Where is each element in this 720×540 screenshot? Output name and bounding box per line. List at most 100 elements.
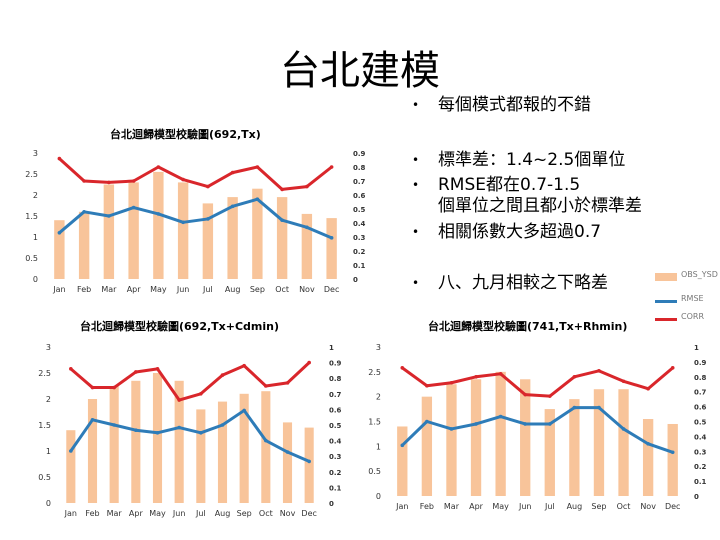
bullet-dot-icon: • (412, 153, 420, 167)
y2-tick-label: 0.7 (329, 391, 342, 399)
y2-tick-label: 0 (329, 500, 334, 508)
y-tick-label: 1.5 (38, 421, 51, 430)
y-tick-label: 2.5 (368, 368, 381, 377)
bar-obs-ysd (54, 220, 65, 279)
y-tick-label: 2 (46, 395, 51, 404)
bar-obs-ysd (667, 423, 678, 496)
y2-tick-label: 0 (694, 493, 699, 501)
line-corr (58, 157, 333, 191)
point-corr (255, 165, 260, 169)
bar-obs-ysd (87, 399, 98, 503)
x-tick-label: Feb (420, 502, 434, 511)
y-tick-label: 1 (376, 442, 381, 451)
chart-title-1: 台北迴歸模型校驗圖(692,Tx) (110, 128, 261, 141)
x-tick-label: Jul (202, 285, 213, 294)
point-corr (242, 363, 246, 368)
point-corr (134, 370, 138, 374)
y-tick-label: 0.5 (25, 254, 38, 263)
bullet-dot-icon: • (412, 225, 420, 239)
y-tick-label: 0 (46, 499, 51, 508)
x-tick-label: Jan (52, 285, 65, 294)
x-tick-label: Mar (101, 285, 117, 294)
x-tick-label: Feb (85, 509, 99, 518)
x-tick-label: Feb (77, 285, 91, 294)
y2-tick-label: 0.3 (329, 453, 342, 461)
point-rmse (547, 422, 552, 426)
bullet-dot-icon: • (412, 178, 420, 192)
point-rmse (621, 427, 626, 431)
point-rmse (57, 231, 62, 235)
y2-tick-label: 0.5 (329, 422, 342, 430)
bullet-4: • 相關係數大多超過0.7 (412, 222, 712, 244)
point-corr (572, 375, 577, 379)
y2-tick-label: 0.2 (329, 469, 342, 477)
point-rmse (597, 405, 601, 410)
x-tick-label: Oct (259, 509, 273, 518)
x-tick-label: Mar (107, 509, 123, 518)
x-tick-label: Nov (640, 502, 656, 511)
x-tick-label: Jul (195, 509, 206, 518)
x-tick-label: Aug (215, 509, 231, 518)
bar-obs-ysd (495, 371, 506, 496)
y2-tick-label: 0.9 (329, 360, 342, 368)
bar-obs-ysd (128, 182, 139, 279)
point-corr (498, 372, 503, 376)
x-tick-label: Jun (176, 285, 190, 294)
point-corr (156, 165, 161, 169)
bullet-5: • 八、九月相較之下略差 (412, 273, 652, 295)
point-corr (82, 179, 86, 183)
point-rmse (181, 220, 185, 225)
x-tick-label: May (492, 502, 509, 511)
point-rmse (646, 442, 650, 446)
bar-obs-ysd (131, 380, 141, 503)
x-tick-label: Nov (280, 509, 296, 518)
x-tick-label: Sep (237, 509, 252, 518)
bar-obs-ysd (282, 422, 293, 503)
bullet-1: • 每個模式都報的不錯 (412, 95, 712, 117)
point-corr (425, 383, 429, 388)
y-tick-label: 3 (46, 343, 51, 352)
point-rmse (264, 438, 268, 443)
bullet-text: 標準差：1.4~2.5個單位 (438, 150, 626, 170)
bullet-3: • RMSE都在0.7-1.5 個單位之間且都小於標準差 (412, 175, 712, 219)
chart-taipei-692-tx-cdmin: 0 0.5 1 1.5 2 2.5 3 0 0.1 0.2 0.3 0.4 0.5 0.6 0.7 0.8 0.… (38, 343, 342, 518)
point-rmse (307, 459, 311, 464)
bar-obs-ysd (421, 396, 433, 496)
y2-tick-label: 0.8 (353, 164, 366, 172)
y2-tick-label: 0.9 (353, 150, 366, 158)
point-rmse (199, 431, 203, 435)
bar-obs-ysd (593, 389, 605, 496)
x-tick-label: Sep (591, 502, 606, 511)
point-corr (199, 392, 203, 396)
y2-tick-label: 0.2 (353, 248, 366, 256)
y2-tick-label: 1 (329, 344, 334, 352)
y2-tick-label: 0.4 (329, 438, 342, 446)
bar-obs-ysd (326, 218, 337, 279)
point-corr (547, 394, 552, 398)
bar-obs-ysd (470, 379, 482, 496)
x-tick-label: Aug (567, 502, 583, 511)
legend-item-rmse: RMSE (655, 294, 720, 308)
chart-title-2: 台北迴歸模型校驗圖(692,Tx+Cdmin) (80, 320, 280, 333)
y-tick-label: 1 (33, 233, 38, 242)
y2-tick-label: 0.1 (694, 478, 707, 486)
y-tick-label: 1.5 (25, 212, 38, 221)
point-corr (112, 385, 116, 390)
point-rmse (280, 218, 284, 222)
x-tick-label: May (150, 285, 167, 294)
bar-obs-ysd (397, 426, 408, 496)
line-corr (69, 361, 311, 402)
bar-obs-ysd (103, 184, 115, 279)
slide-title: 台北建模 (280, 48, 440, 94)
x-tick-label: Oct (275, 285, 289, 294)
y-tick-label: 1.5 (368, 418, 381, 427)
point-rmse (400, 443, 405, 448)
y2-tick-label: 0.4 (353, 220, 366, 228)
y2-tick-label: 0.9 (694, 359, 707, 367)
y2-tick-label: 0.1 (329, 484, 342, 492)
x-tick-label: Dec (301, 509, 316, 518)
point-corr (400, 366, 405, 370)
point-corr (220, 373, 225, 377)
bar-obs-ysd (304, 427, 314, 503)
bullet-dot-icon: • (412, 276, 420, 290)
